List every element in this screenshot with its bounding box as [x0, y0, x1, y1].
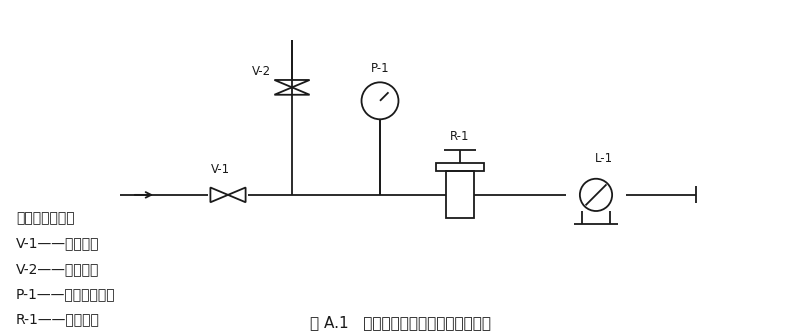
Text: V-1: V-1 — [210, 163, 230, 175]
Text: R-1: R-1 — [450, 130, 470, 142]
Text: V-2: V-2 — [252, 65, 271, 78]
Text: P-1: P-1 — [370, 62, 390, 75]
Text: L-1: L-1 — [595, 152, 613, 165]
Text: V-2——排气阀；: V-2——排气阀； — [16, 262, 99, 276]
Text: 标引序号说明：: 标引序号说明： — [16, 211, 74, 225]
Text: V-1——截止阀；: V-1——截止阀； — [16, 237, 99, 251]
Bar — [436, 163, 484, 171]
Text: R-1——保压阀；: R-1——保压阀； — [16, 312, 100, 326]
Text: 图 A.1   开启压力和关闭压力试验示意图: 图 A.1 开启压力和关闭压力试验示意图 — [310, 315, 490, 330]
Bar — [446, 171, 474, 218]
Text: P-1——压力显示器；: P-1——压力显示器； — [16, 287, 116, 301]
